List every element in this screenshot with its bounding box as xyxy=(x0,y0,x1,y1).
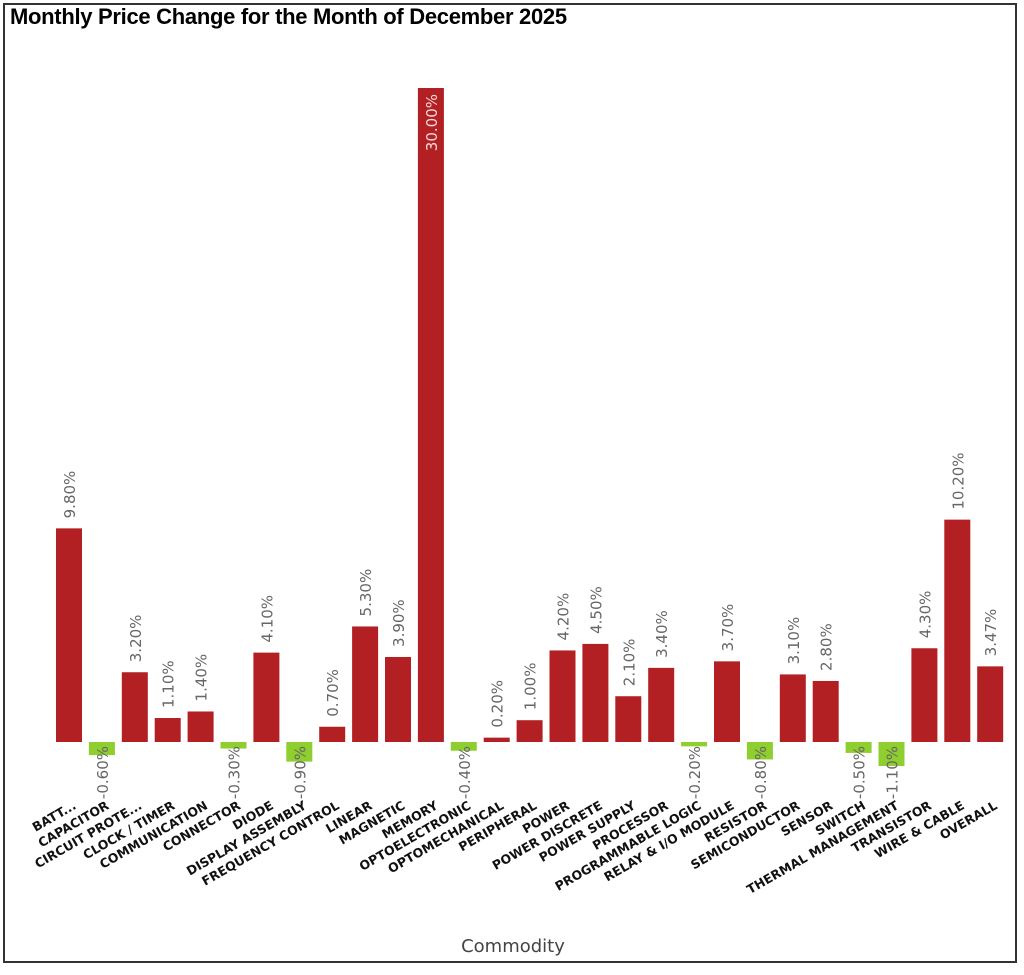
bar-power-discrete[interactable] xyxy=(582,643,609,742)
chart-title: Monthly Price Change for the Month of De… xyxy=(10,4,567,29)
bar-semiconductor[interactable] xyxy=(779,674,806,742)
chart-frame xyxy=(3,3,1017,963)
x-axis-title: Commodity xyxy=(461,936,565,957)
bar-optomechanical[interactable] xyxy=(483,737,510,742)
data-label: 0.70% xyxy=(324,669,342,717)
data-label: 2.80% xyxy=(818,623,836,671)
data-label: 4.30% xyxy=(916,591,934,639)
data-label: 3.40% xyxy=(653,610,671,658)
data-label: -0.50% xyxy=(851,746,869,799)
data-label: 3.20% xyxy=(127,615,145,663)
data-labels-group: 9.80% -0.60% 3.20% 1.10% 1.40% -0.30% 4.10% -0.… xyxy=(61,94,1000,799)
bar-batt[interactable] xyxy=(56,528,82,742)
bar-clock-timer[interactable] xyxy=(154,718,181,742)
data-label: 0.20% xyxy=(489,680,507,728)
bar-connector[interactable] xyxy=(220,742,247,749)
data-label: -1.10% xyxy=(884,746,902,799)
data-label: 3.47% xyxy=(982,609,1000,657)
data-label: 1.00% xyxy=(522,663,540,711)
data-label: -0.40% xyxy=(456,746,474,799)
bar-processor[interactable] xyxy=(648,667,675,742)
bar-memory[interactable] xyxy=(417,88,444,742)
data-label: 3.70% xyxy=(719,604,737,652)
bar-relay-i-o-module[interactable] xyxy=(714,661,740,742)
bar-diode[interactable] xyxy=(253,652,280,742)
bar-thermal-management[interactable] xyxy=(878,742,905,766)
bar-frequency-control[interactable] xyxy=(319,726,346,742)
data-label: 4.10% xyxy=(258,595,276,643)
data-label: 4.50% xyxy=(587,586,605,634)
bars-group xyxy=(56,88,1004,766)
bar-linear[interactable] xyxy=(352,626,379,742)
bar-power-supply[interactable] xyxy=(615,696,642,742)
bar-optoelectronic[interactable] xyxy=(450,742,477,751)
data-label: 4.20% xyxy=(555,593,573,641)
data-label: 30.00% xyxy=(423,94,441,151)
bar-circuit-prote[interactable] xyxy=(121,672,148,742)
bar-magnetic[interactable] xyxy=(385,656,411,742)
data-label: 9.80% xyxy=(61,471,79,519)
bar-overall[interactable] xyxy=(977,666,1004,742)
bar-switch[interactable] xyxy=(845,742,872,753)
bar-peripheral[interactable] xyxy=(516,720,543,742)
data-label: 10.20% xyxy=(949,452,967,509)
bar-power[interactable] xyxy=(549,650,576,742)
data-label: 1.10% xyxy=(160,660,178,708)
data-label: 5.30% xyxy=(357,569,375,617)
bar-sensor[interactable] xyxy=(812,680,839,742)
data-label: -0.60% xyxy=(94,746,112,799)
data-label: 3.90% xyxy=(390,599,408,647)
bar-wire-cable[interactable] xyxy=(944,519,971,742)
data-label: 3.10% xyxy=(785,617,803,665)
data-label: -0.80% xyxy=(752,746,770,799)
data-label: -0.90% xyxy=(291,746,309,799)
bar-communication[interactable] xyxy=(187,711,214,742)
bar-resistor[interactable] xyxy=(746,742,773,760)
data-label: 1.40% xyxy=(193,654,211,702)
bar-programmable-logic[interactable] xyxy=(681,742,708,747)
data-label: 2.10% xyxy=(620,639,638,687)
bar-capacitor[interactable] xyxy=(88,742,115,756)
bar-display-assembly[interactable] xyxy=(286,742,313,762)
data-label: -0.30% xyxy=(226,746,244,799)
bar-transistor[interactable] xyxy=(911,648,938,742)
data-label: -0.20% xyxy=(686,746,704,799)
